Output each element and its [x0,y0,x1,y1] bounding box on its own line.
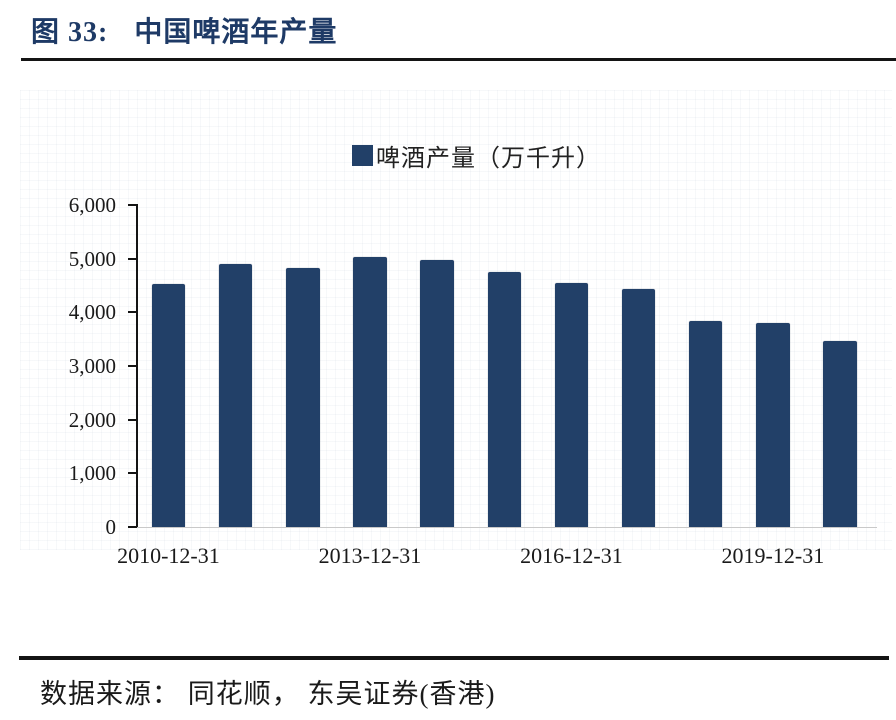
bar-2020-12-31 [823,341,857,527]
x-tick-label: 2016-12-31 [520,543,623,568]
y-tick-label: 2,000 [68,407,116,432]
bar-chart: 啤酒产量（万千升） 6,000 5,000 4,000 3,000 2,000 1,000… [0,80,896,590]
bar-2010-12-31 [151,284,186,527]
x-tick-label: 2019-12-31 [721,543,825,568]
y-tick-label: 0 [105,515,117,539]
bar-2019-12-31 [756,322,790,527]
bar-2017-12-31 [621,289,656,527]
y-tick-mark [128,311,137,314]
footer-divider-line [19,656,889,660]
y-tick-mark [128,257,137,260]
legend-swatch-icon [352,145,373,166]
y-tick-label: 3,000 [68,354,116,379]
bar-2016-12-31 [554,282,589,527]
bar-2015-12-31 [487,271,521,527]
chart-legend: 啤酒产量（万千升） [352,138,601,173]
figure-number-label: 图 33: [31,17,109,48]
bar-2014-12-31 [420,259,454,527]
y-tick-label: 6,000 [68,193,116,218]
y-tick-label: 1,000 [68,461,116,486]
y-tick-mark [128,365,137,368]
figure-title-row: 图 33: 中国啤酒年产量 [31,10,337,50]
legend-label: 啤酒产量（万千升） [376,146,601,172]
bar-2012-12-31 [286,267,320,527]
y-axis-line [136,204,138,528]
figure-title: 中国啤酒年产量 [134,17,338,48]
bar-2011-12-31 [218,264,253,527]
data-source-text: 数据来源： 同花顺， 东吴证券(香港) [40,679,496,709]
y-tick-mark [128,204,137,207]
title-divider-line [21,58,896,61]
y-tick-mark [128,472,137,475]
bar-2013-12-31 [353,256,387,527]
y-tick-mark [128,418,137,421]
x-tick-label: 2010-12-31 [117,543,220,568]
bar-2018-12-31 [688,321,723,527]
x-axis-baseline [137,527,877,528]
y-tick-label: 5,000 [68,246,116,271]
y-tick-mark [128,526,137,528]
x-tick-label: 2013-12-31 [318,543,422,568]
y-tick-label: 4,000 [68,300,116,325]
